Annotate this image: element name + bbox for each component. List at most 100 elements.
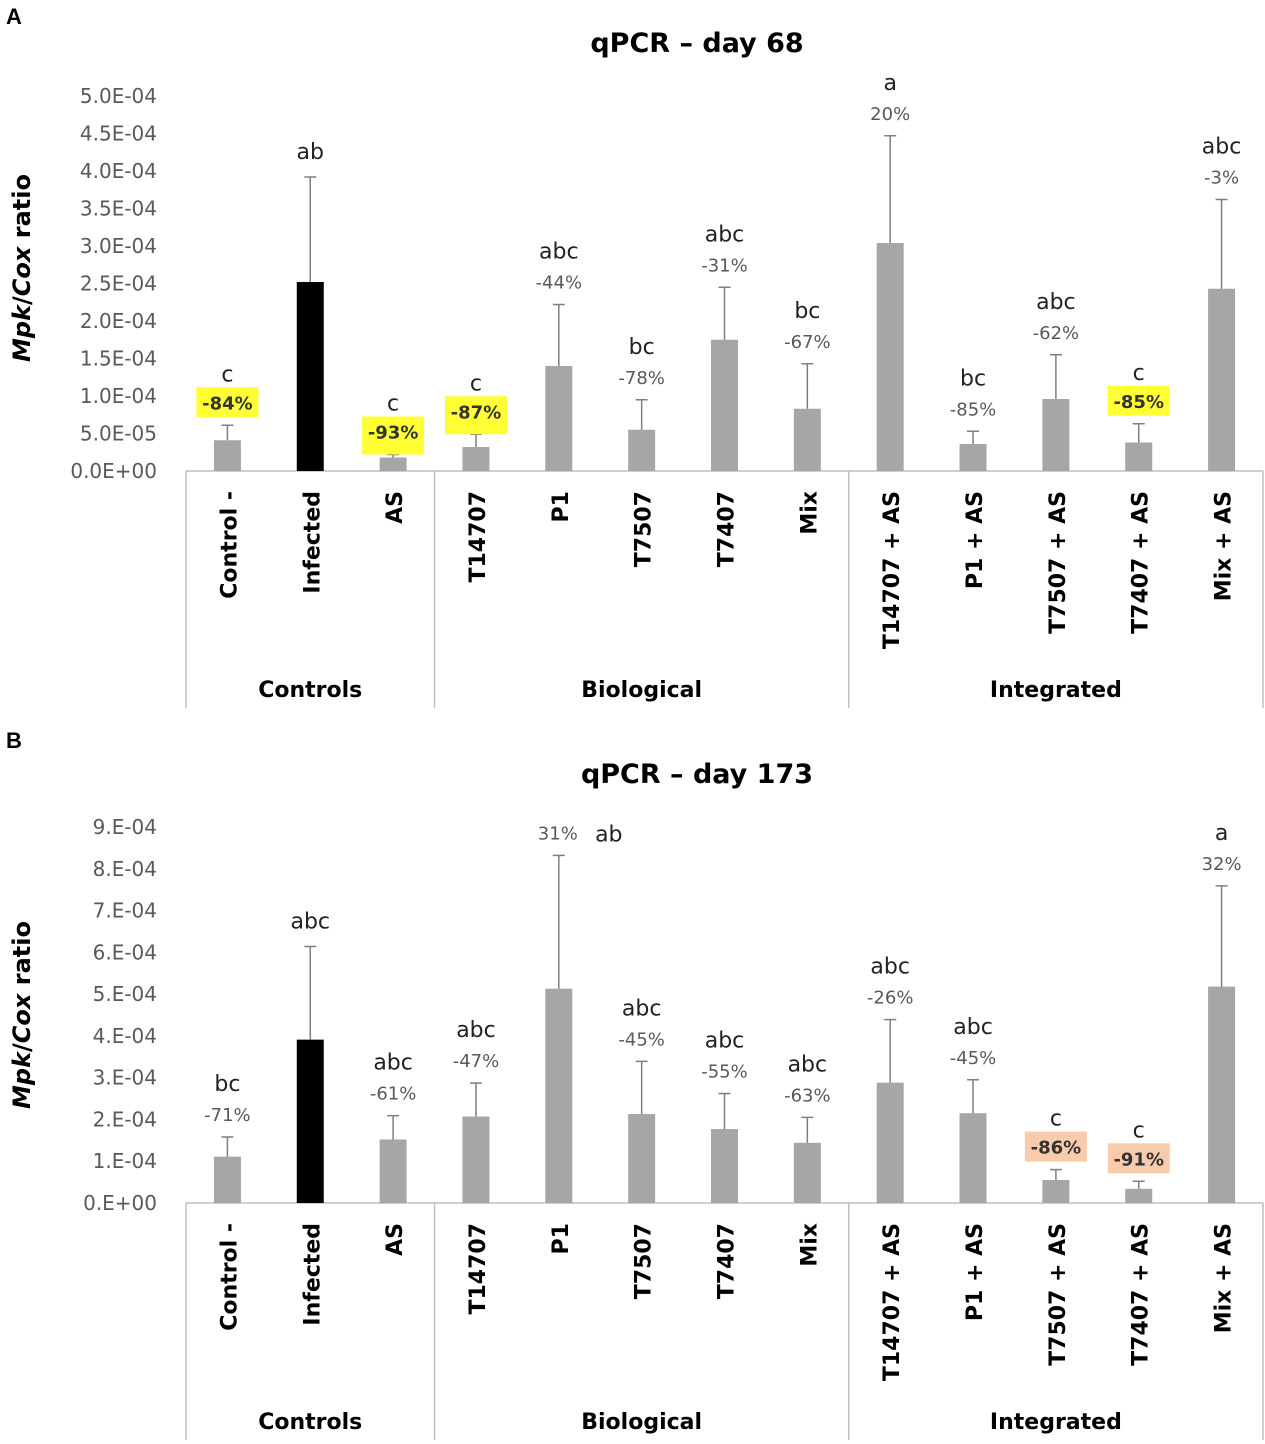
y-axis-label: Mpk/Cox ratio: [8, 921, 36, 1109]
percent-label: 32%: [1202, 854, 1242, 875]
bar: [296, 1039, 324, 1203]
category-label: T7407: [715, 1223, 740, 1299]
significance-letter: abc: [290, 909, 330, 934]
group-label: Controls: [258, 1410, 362, 1435]
percent-label: -55%: [701, 1062, 748, 1083]
percent-label: -85%: [1113, 392, 1164, 413]
group-label: Integrated: [990, 678, 1122, 703]
category-label: P1 + AS: [963, 491, 988, 589]
y-tick-label: 1.E-04: [93, 1149, 157, 1173]
highlight-box: [1107, 385, 1170, 416]
significance-letter: ab: [297, 140, 324, 165]
significance-letter: abc: [953, 1015, 993, 1040]
panel-letter: A: [6, 4, 22, 29]
category-label: P1 + AS: [963, 1223, 988, 1321]
highlight-box: [362, 416, 425, 455]
category-label: Infected: [300, 1223, 325, 1326]
significance-letter: c: [1133, 1118, 1145, 1143]
y-axis-label-part: Cox: [8, 245, 36, 296]
y-tick-label: 7.E-04: [93, 899, 157, 923]
bar: [1125, 1188, 1153, 1203]
bar: [296, 282, 324, 471]
y-tick-label: 0.E+00: [83, 1191, 157, 1215]
percent-label: -91%: [1113, 1149, 1164, 1170]
y-tick-label: 3.E-04: [93, 1066, 157, 1090]
group-label: Biological: [581, 1410, 702, 1435]
y-axis-label-part: Mpk: [8, 1050, 36, 1109]
significance-letter: a: [1215, 821, 1228, 846]
significance-letter: a: [883, 71, 896, 96]
percent-label: -71%: [204, 1105, 251, 1126]
significance-letter: c: [1050, 1107, 1062, 1132]
significance-letter: bc: [214, 1072, 240, 1097]
significance-letter: ab: [595, 822, 622, 847]
percent-label: -26%: [867, 988, 914, 1009]
y-tick-label: 4.5E-04: [80, 122, 157, 146]
percent-label: -78%: [618, 368, 665, 389]
significance-letter: c: [1133, 361, 1145, 386]
bar: [462, 447, 490, 471]
group-label: Integrated: [990, 1410, 1122, 1435]
percent-label: -44%: [536, 273, 583, 294]
category-label: Mix + AS: [1212, 1223, 1237, 1333]
y-tick-label: 3.5E-04: [80, 197, 157, 221]
percent-label: 20%: [870, 104, 910, 125]
bar: [628, 1114, 656, 1203]
category-label: T7507: [632, 491, 657, 567]
significance-letter: abc: [373, 1051, 413, 1076]
category-label: Mix: [797, 1223, 822, 1267]
bar: [213, 1156, 241, 1203]
bar: [959, 444, 987, 471]
percent-label: -3%: [1204, 168, 1239, 189]
group-label: Controls: [258, 678, 362, 703]
category-label: P1: [549, 1223, 574, 1254]
category-label: T7407: [715, 491, 740, 567]
y-tick-label: 4.0E-04: [80, 159, 157, 183]
percent-label: -93%: [368, 423, 419, 444]
highlight-box: [196, 387, 259, 418]
y-axis-label-part: ratio: [8, 921, 36, 994]
significance-letter: bc: [629, 335, 655, 360]
bar: [876, 1082, 904, 1203]
bar: [793, 1142, 821, 1203]
highlight-box: [444, 396, 507, 435]
y-tick-label: 4.E-04: [93, 1024, 157, 1048]
y-axis-label-part: ratio: [8, 174, 36, 247]
bar: [462, 1116, 490, 1203]
bar: [1042, 1180, 1070, 1203]
y-tick-label: 2.5E-04: [80, 272, 157, 296]
category-label: Mix + AS: [1212, 491, 1237, 601]
y-tick-label: 1.5E-04: [80, 347, 157, 371]
category-label: Control -: [217, 491, 242, 599]
category-label: T7407 + AS: [1129, 1223, 1154, 1366]
percent-label: -63%: [784, 1085, 831, 1106]
significance-letter: abc: [622, 996, 662, 1021]
percent-label: -47%: [453, 1051, 500, 1072]
category-label: Control -: [217, 1223, 242, 1331]
y-tick-label: 1.0E-04: [80, 384, 157, 408]
y-tick-label: 5.0E-04: [80, 84, 157, 108]
significance-letter: abc: [539, 240, 579, 265]
significance-letter: abc: [456, 1018, 496, 1043]
percent-label: -45%: [618, 1029, 665, 1050]
category-label: Mix: [797, 491, 822, 535]
bar: [1125, 442, 1153, 471]
category-label: AS: [383, 491, 408, 524]
y-axis-label: Mpk/Cox ratio: [8, 174, 36, 362]
bar: [545, 988, 573, 1203]
significance-letter: bc: [794, 299, 820, 324]
bar: [959, 1113, 987, 1203]
significance-letter: c: [387, 392, 399, 417]
y-tick-label: 6.E-04: [93, 940, 157, 964]
category-label: T7507 + AS: [1046, 491, 1071, 634]
category-label: T7507 + AS: [1046, 1223, 1071, 1366]
percent-label: -45%: [950, 1048, 997, 1069]
significance-letter: abc: [1202, 135, 1242, 160]
percent-label: -87%: [451, 402, 502, 423]
category-label: T14707 + AS: [880, 1223, 905, 1381]
significance-letter: abc: [788, 1052, 828, 1077]
category-label: T14707: [466, 1223, 491, 1315]
y-axis-label-part: /: [8, 296, 36, 305]
